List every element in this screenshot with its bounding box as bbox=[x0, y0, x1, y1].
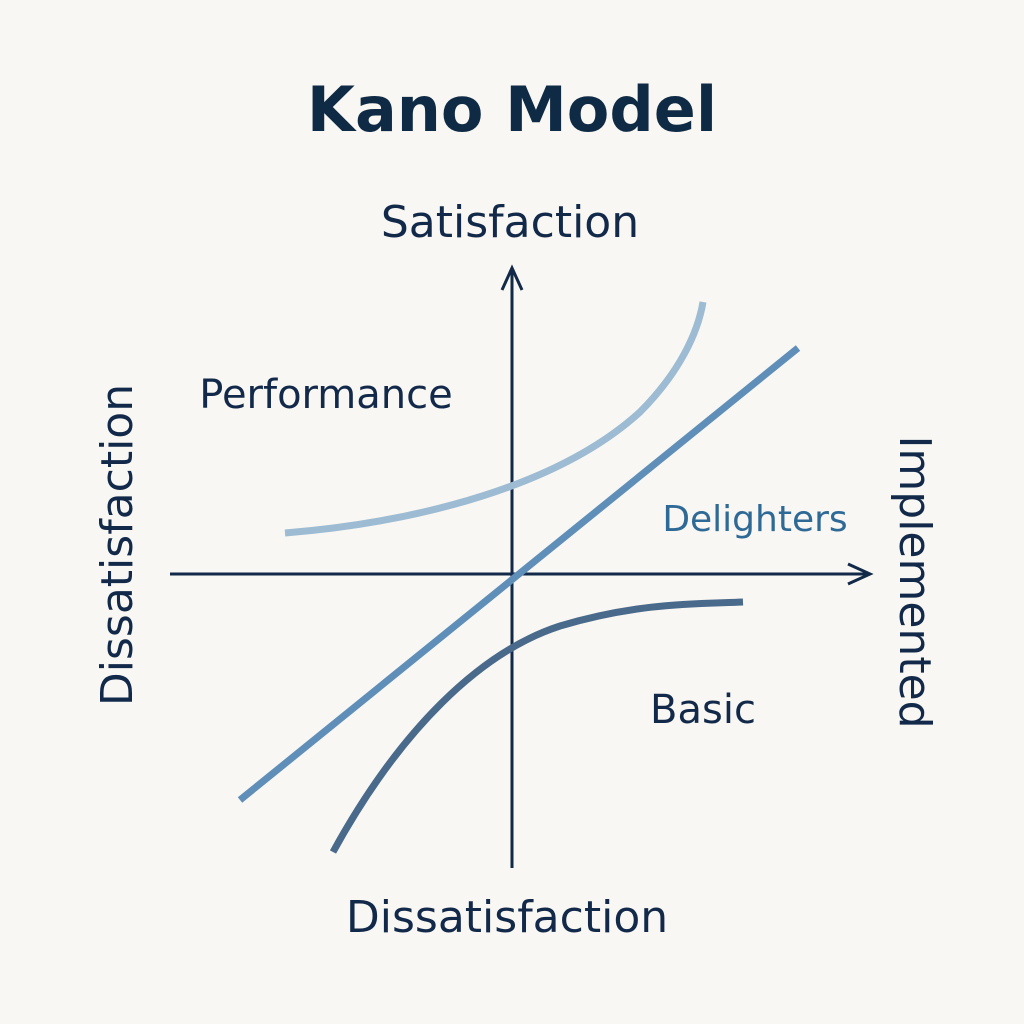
axis-label-bottom: Dissatisfaction bbox=[346, 892, 668, 943]
axis-label-left: Dissatisfaction bbox=[92, 384, 143, 706]
basic-curve bbox=[329, 598, 744, 854]
arrow-up bbox=[500, 264, 524, 291]
arrow-right bbox=[847, 562, 874, 586]
delighters-line bbox=[237, 345, 801, 803]
axis-label-right: Implemented bbox=[889, 435, 940, 728]
performance-curve bbox=[284, 301, 707, 537]
curve-label: Delighters bbox=[662, 499, 847, 540]
title: Kano Model bbox=[307, 73, 717, 146]
curve-label: Basic bbox=[650, 687, 756, 733]
curve-label: Performance bbox=[199, 372, 452, 418]
axis-label-top: Satisfaction bbox=[381, 197, 639, 248]
